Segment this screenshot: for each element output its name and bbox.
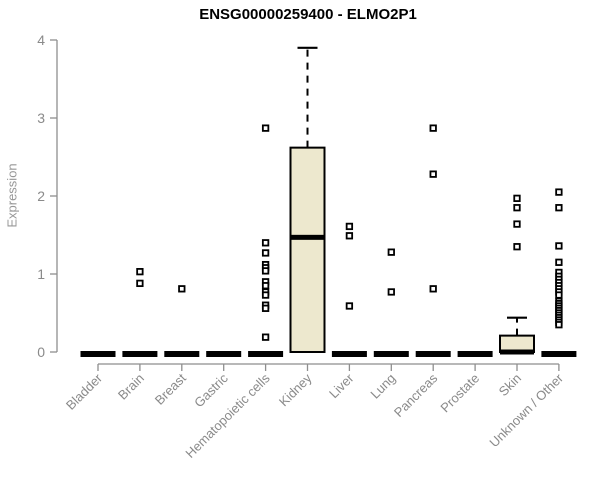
y-tick-label: 1	[37, 266, 45, 282]
chart-title: ENSG00000259400 - ELMO2P1	[199, 6, 417, 23]
outlier-point	[261, 249, 270, 257]
boxplot-pancreas	[415, 124, 451, 357]
x-tick-label-brain: Brain	[115, 371, 147, 403]
box-body	[289, 146, 326, 353]
outlier-point	[555, 258, 563, 266]
median-line	[331, 351, 367, 357]
boxplot-brain	[122, 268, 158, 357]
outlier-point	[429, 285, 437, 293]
boxplot-gastric	[206, 351, 242, 357]
outlier-point	[555, 204, 563, 212]
x-tick-label-liver: Liver	[326, 370, 357, 401]
outlier-point	[261, 304, 270, 312]
outlier-point	[513, 194, 521, 202]
boxplot-breast	[164, 285, 200, 357]
outlier-point	[429, 170, 437, 178]
x-tick-label-breast: Breast	[152, 370, 189, 407]
x-tick-label-gastric: Gastric	[191, 370, 231, 410]
median-line	[373, 351, 409, 357]
outlier-point	[387, 248, 395, 256]
outlier-point	[387, 288, 395, 296]
outlier-point	[513, 220, 521, 228]
median-line	[541, 351, 577, 357]
outlier-point	[261, 124, 270, 132]
boxplot-prostate	[457, 351, 493, 357]
x-tick-label-kidney: Kidney	[276, 370, 315, 409]
x-tick-label-prostate: Prostate	[437, 371, 482, 416]
x-tick-label-pancreas: Pancreas	[391, 370, 441, 420]
outlier-point	[555, 321, 563, 329]
outlier-point	[555, 291, 563, 299]
median-line	[457, 351, 493, 357]
outlier-point	[345, 302, 354, 310]
boxplot-skin	[499, 194, 535, 355]
y-tick-label: 4	[37, 32, 45, 48]
median-line	[164, 351, 200, 357]
outlier-point	[555, 242, 563, 250]
outlier-point	[136, 279, 144, 288]
boxplot-liver	[331, 222, 367, 357]
y-tick-label: 0	[37, 344, 45, 360]
boxplot-lung	[373, 248, 409, 357]
outlier-point	[345, 222, 354, 231]
x-tick-label-skin: Skin	[496, 371, 524, 399]
median-line	[415, 351, 451, 357]
boxplot-bladder	[80, 351, 116, 357]
outlier-point	[513, 204, 521, 212]
boxplot-kidney	[289, 46, 326, 353]
boxplot-unknown-other	[541, 188, 577, 357]
median-line	[290, 234, 325, 240]
median-line	[80, 351, 116, 357]
median-line	[206, 351, 242, 357]
outlier-point	[555, 188, 563, 196]
boxplot-hematopoietic-cells	[248, 124, 284, 357]
outlier-point	[261, 333, 270, 341]
outlier-point	[178, 285, 186, 293]
x-tick-label-bladder: Bladder	[63, 370, 106, 413]
outlier-point	[136, 268, 144, 276]
outlier-point	[429, 124, 437, 132]
y-tick-label: 3	[37, 110, 45, 126]
y-tick-label: 2	[37, 188, 45, 204]
median-line	[122, 351, 158, 357]
outlier-point	[261, 291, 270, 299]
outlier-point	[261, 239, 270, 247]
outlier-point	[261, 267, 270, 275]
outlier-point	[345, 232, 354, 240]
outlier-point	[261, 282, 270, 290]
x-tick-label-unknown-other: Unknown / Other	[486, 370, 566, 450]
x-tick-label-lung: Lung	[367, 371, 398, 402]
outlier-point	[513, 243, 521, 251]
median-line	[248, 351, 284, 357]
median-line	[500, 349, 534, 355]
